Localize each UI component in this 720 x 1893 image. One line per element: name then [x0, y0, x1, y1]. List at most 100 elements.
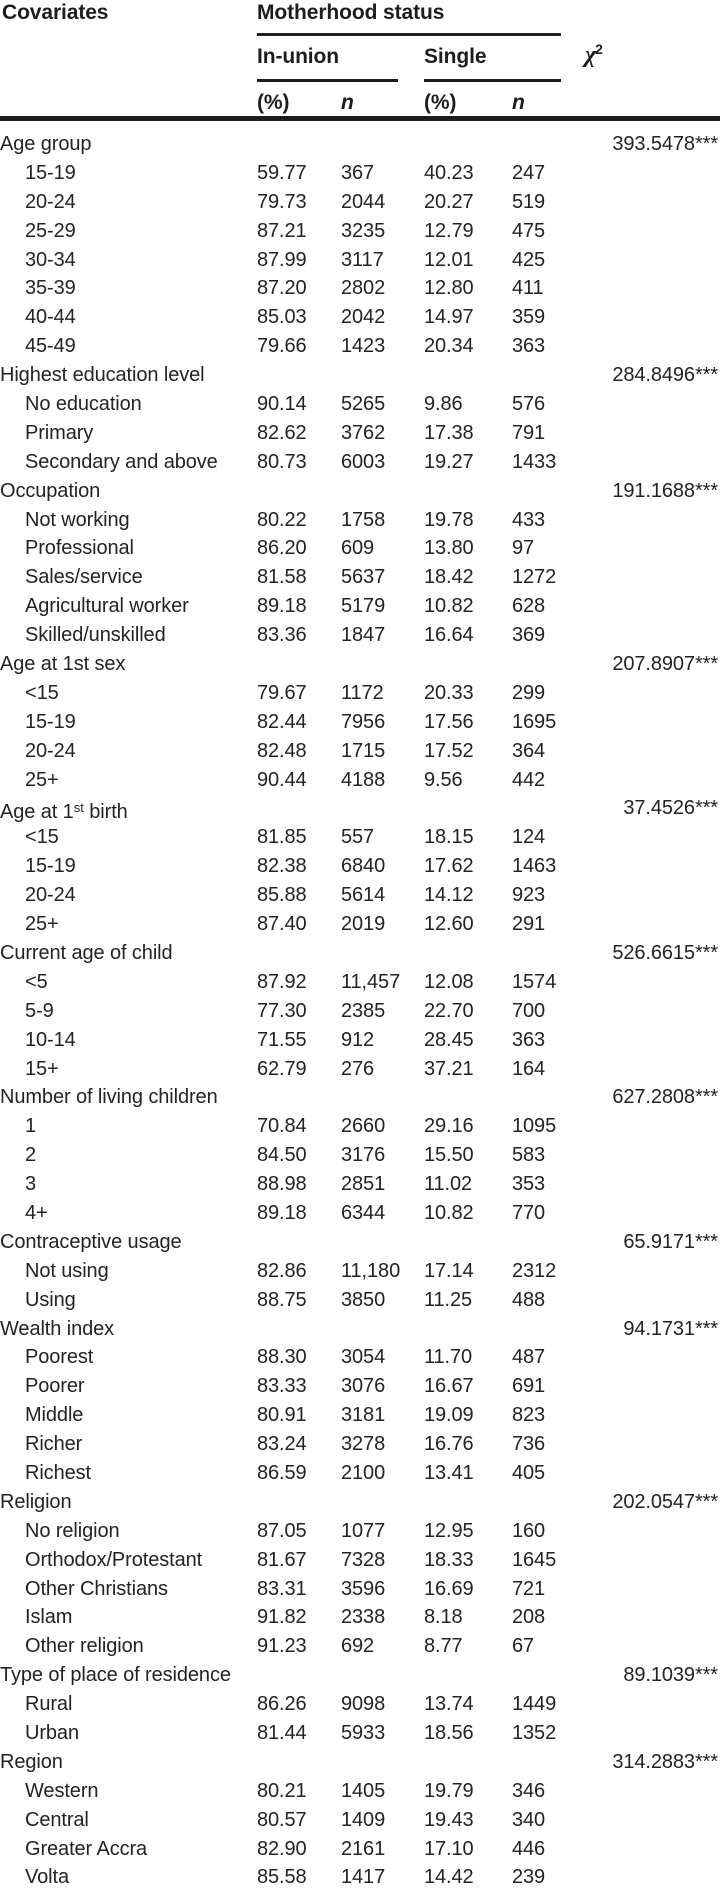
table-section-row: Occupation 191.1688***: [0, 477, 720, 506]
single-n-value: 791: [512, 421, 546, 444]
row-label: 20-24: [25, 884, 76, 907]
empty-cell: [583, 1170, 720, 1199]
empty-cell: [583, 448, 720, 477]
table-row: Poorest 88.30 3054 11.70 487: [0, 1343, 720, 1372]
single-n-value: 364: [512, 739, 546, 762]
empty-cell: [583, 1777, 720, 1806]
in-union-percent-value: 91.82: [257, 1606, 307, 1629]
empty-cell: [583, 188, 720, 217]
in-union-percent-value: 83.36: [257, 624, 307, 647]
table-row: 15-19 82.44 7956 17.56 1695: [0, 708, 720, 737]
empty-cell: [512, 1315, 583, 1344]
row-label: 25+: [25, 768, 59, 791]
row-label: 20-24: [25, 190, 76, 213]
row-label: Secondary and above: [25, 450, 218, 473]
table-row: Islam 91.82 2338 8.18 208: [0, 1603, 720, 1632]
table-row: Sales/service 81.58 5637 18.42 1272: [0, 563, 720, 592]
in-union-n-value: 2100: [341, 1461, 386, 1484]
single-percent-value: 10.82: [424, 595, 474, 618]
single-percent-header: (%): [424, 91, 457, 114]
single-percent-value: 14.97: [424, 306, 474, 329]
single-n-value: 124: [512, 826, 546, 849]
single-n-value: 1095: [512, 1115, 557, 1138]
empty-cell: [583, 159, 720, 188]
single-n-value: 1433: [512, 450, 557, 473]
chi-symbol: χ: [585, 42, 597, 68]
empty-cell: [512, 650, 583, 679]
single-percent-value: 12.95: [424, 1519, 474, 1542]
empty-cell: [583, 1372, 720, 1401]
in-union-percent-value: 62.79: [257, 1057, 307, 1080]
table-row: Western 80.21 1405 19.79 346: [0, 1777, 720, 1806]
in-union-percent-value: 82.38: [257, 855, 307, 878]
table-row: 20-24 85.88 5614 14.12 923: [0, 881, 720, 910]
single-n-value: 583: [512, 1144, 546, 1167]
table-row: Other Christians 83.31 3596 16.69 721: [0, 1575, 720, 1604]
table-row: 15-19 82.38 6840 17.62 1463: [0, 852, 720, 881]
row-label: Poorest: [25, 1346, 94, 1369]
in-union-n-value: 2044: [341, 190, 386, 213]
empty-cell: [583, 852, 720, 881]
section-label: Region: [0, 1750, 63, 1773]
row-label: No religion: [25, 1519, 120, 1542]
single-percent-value: 20.27: [424, 190, 474, 213]
in-union-percent-value: 86.26: [257, 1693, 307, 1716]
empty-cell: [583, 1343, 720, 1372]
single-percent-value: 17.14: [424, 1259, 474, 1282]
single-n-value: 299: [512, 681, 546, 704]
table-section-row: Religion 202.0547***: [0, 1488, 720, 1517]
empty-cell: [341, 650, 424, 679]
table-row: 20-24 82.48 1715 17.52 364: [0, 737, 720, 766]
empty-cell: [583, 534, 720, 563]
in-union-percent-value: 80.21: [257, 1779, 307, 1802]
section-label: Age at 1st birth: [0, 800, 128, 824]
single-n-value: 405: [512, 1461, 546, 1484]
row-label: Sales/service: [25, 566, 143, 589]
in-union-percent-value: 80.57: [257, 1808, 307, 1831]
single-n-value: 1645: [512, 1548, 557, 1571]
single-n-value: 1574: [512, 970, 557, 993]
in-union-n-value: 1758: [341, 508, 386, 531]
in-union-n-value: 3762: [341, 421, 386, 444]
row-label: Other Christians: [25, 1577, 168, 1600]
in-union-n-value: 1715: [341, 739, 386, 762]
empty-cell: [583, 1459, 720, 1488]
row-label: Islam: [25, 1606, 73, 1629]
in-union-n-value: 3596: [341, 1577, 386, 1600]
table-row: <5 87.92 11,457 12.08 1574: [0, 968, 720, 997]
single-percent-value: 16.67: [424, 1375, 474, 1398]
in-union-percent-value: 83.33: [257, 1375, 307, 1398]
empty-cell: [583, 679, 720, 708]
empty-cell: [583, 621, 720, 650]
single-n-value: 475: [512, 219, 546, 242]
row-label: Central: [25, 1808, 89, 1831]
motherhood-status-column-group-header: Motherhood status: [257, 1, 445, 24]
row-label: Middle: [25, 1404, 84, 1427]
table-row: 25-29 87.21 3235 12.79 475: [0, 217, 720, 246]
table-row: <15 79.67 1172 20.33 299: [0, 679, 720, 708]
chi-square-value: 627.2808***: [612, 1086, 718, 1109]
row-label: Western: [25, 1779, 99, 1802]
table-row: Poorer 83.33 3076 16.67 691: [0, 1372, 720, 1401]
single-n-value: 1463: [512, 855, 557, 878]
empty-cell: [341, 130, 424, 159]
single-percent-value: 11.70: [424, 1346, 473, 1369]
section-label: Number of living children: [0, 1086, 218, 1109]
empty-cell: [583, 1517, 720, 1546]
row-label: Skilled/unskilled: [25, 624, 166, 647]
in-union-percent-value: 82.44: [257, 710, 307, 733]
in-union-percent-value: 87.05: [257, 1519, 307, 1542]
row-label: 1: [25, 1115, 37, 1138]
row-label: 5-9: [25, 999, 54, 1022]
in-union-n-value: 7328: [341, 1548, 386, 1571]
single-percent-value: 9.86: [424, 393, 463, 416]
empty-cell: [424, 1661, 512, 1690]
in-union-percent-value: 87.40: [257, 913, 307, 936]
row-label: No education: [25, 393, 142, 416]
empty-cell: [583, 1632, 720, 1661]
empty-cell: [341, 361, 424, 390]
section-label: Highest education level: [0, 364, 205, 387]
single-n-value: 442: [512, 768, 546, 791]
in-union-n-value: 3181: [341, 1404, 386, 1427]
single-percent-value: 14.12: [424, 884, 474, 907]
